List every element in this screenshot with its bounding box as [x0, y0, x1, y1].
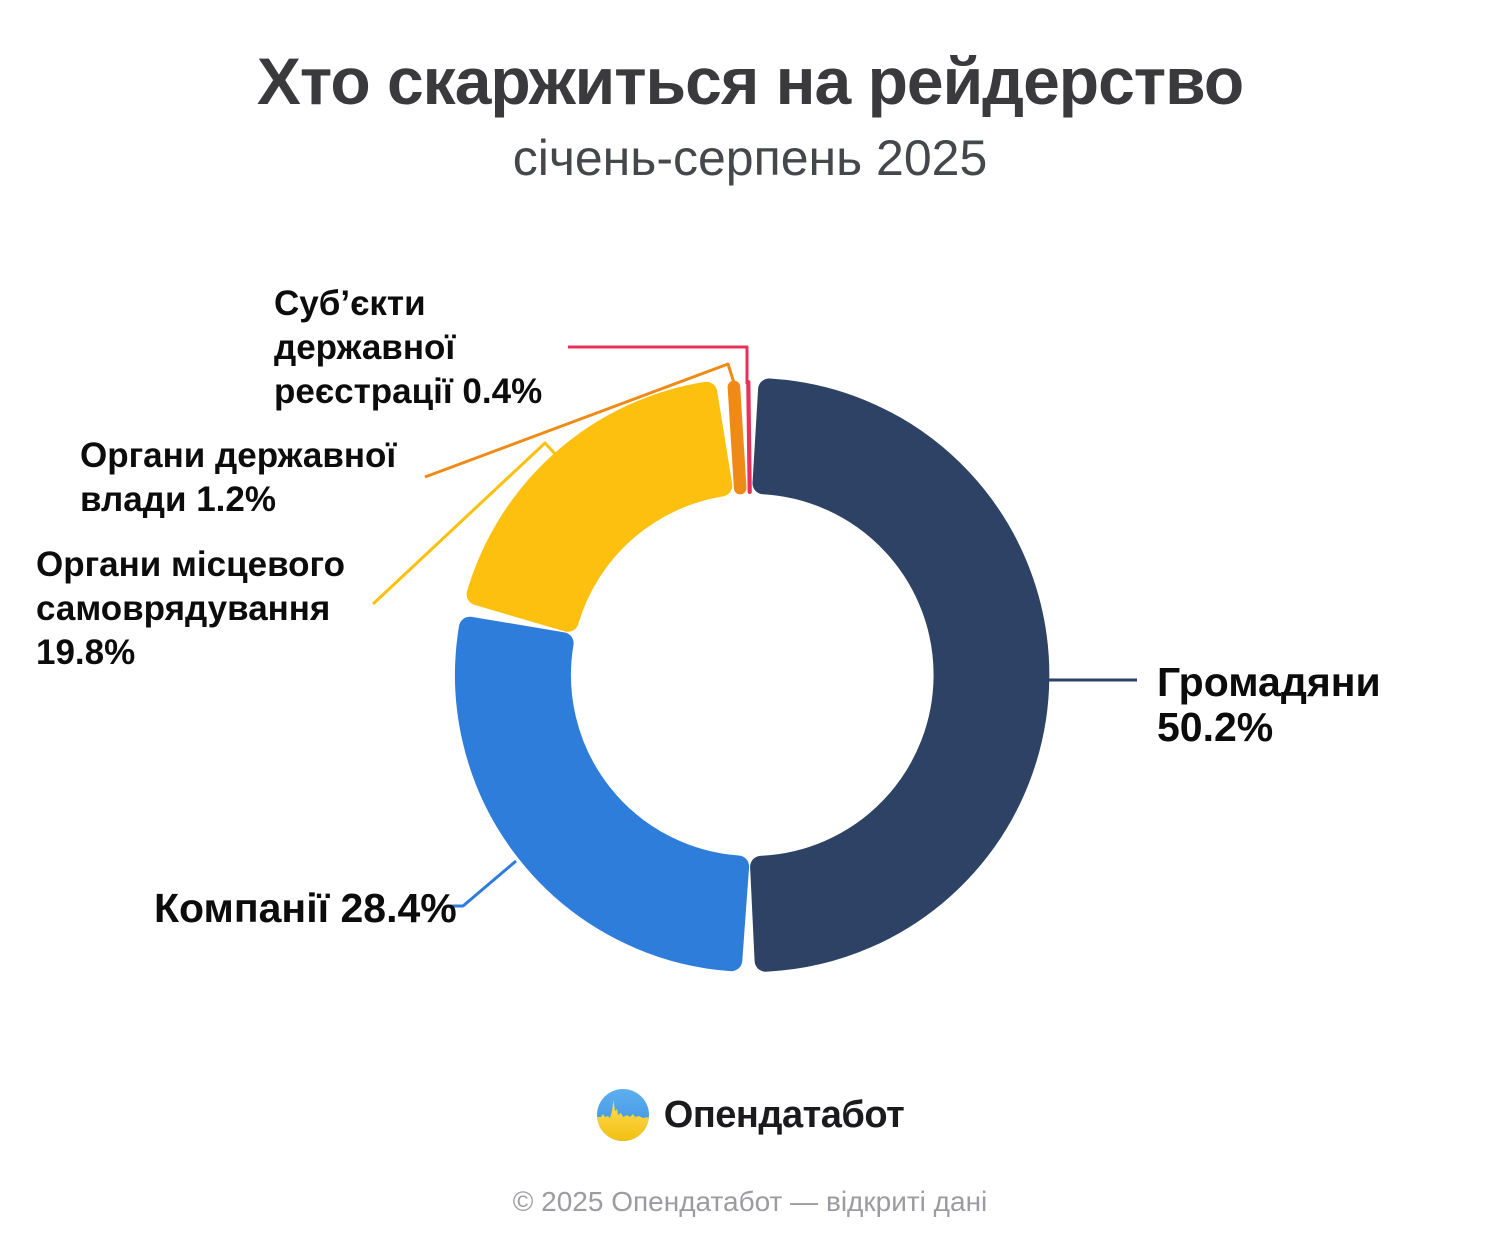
- copyright-line: © 2025 Опендатабот — відкриті дані: [512, 1186, 988, 1217]
- segment-label-citizens: Громадяни 50.2%: [1157, 659, 1381, 751]
- chart-subtitle: січень-серпень 2025: [512, 130, 988, 186]
- brand-name: Опендатабот: [663, 1093, 905, 1136]
- leader-line-state-authorities: [424, 362, 736, 479]
- segment-label-registration-subjects: Суб’єкти державної реєстрації 0.4%: [274, 284, 543, 411]
- donut-segment-local-government: [466, 381, 733, 632]
- donut-segment-state-authorities: [727, 380, 747, 495]
- opendatabot-logo-icon: [596, 1089, 649, 1141]
- leader-line-companies: [447, 859, 517, 908]
- leader-line-local-government: [371, 441, 559, 606]
- brand-row: Опендатабот: [0, 1088, 1500, 1142]
- donut-segment-citizens: [750, 378, 1050, 972]
- segment-label-local-government: Органи місцевого самоврядування 19.8%: [36, 545, 346, 672]
- chart-title: Хто скаржиться на рейдерство: [256, 44, 1244, 118]
- leader-line-registration-subjects: [568, 345, 749, 384]
- donut-segment-registration-subjects: [746, 380, 752, 494]
- donut-segment-companies: [455, 616, 750, 972]
- segment-label-state-authorities: Органи державної влади 1.2%: [80, 436, 397, 519]
- logo-skyline: [596, 1100, 649, 1141]
- segment-label-companies: Компанії 28.4%: [154, 885, 457, 931]
